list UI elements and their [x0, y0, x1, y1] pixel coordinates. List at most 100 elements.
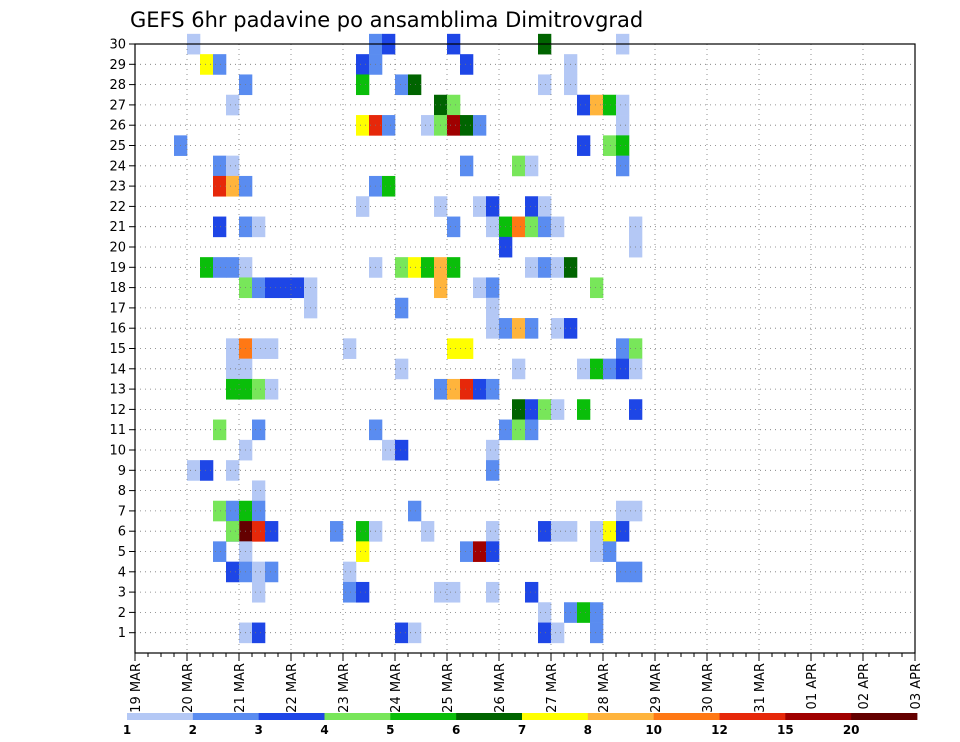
heatmap-cell [330, 521, 344, 542]
y-tick-label: 18 [109, 281, 126, 296]
heatmap-cell [447, 581, 461, 603]
heatmap-cell [278, 277, 292, 299]
y-tick-label: 20 [109, 241, 126, 256]
heatmap-cell [213, 155, 227, 177]
y-tick-label: 17 [109, 301, 126, 316]
heatmap-cell [226, 460, 240, 481]
y-tick-label: 28 [109, 78, 126, 93]
heatmap-cell [486, 439, 500, 461]
heatmap-cell [395, 297, 409, 319]
heatmap-cell [538, 602, 552, 623]
heatmap-cell [226, 500, 240, 522]
heatmap-cell [382, 175, 396, 197]
y-tick-label: 2 [118, 606, 126, 621]
heatmap-cell [538, 257, 552, 278]
heatmap-cell [460, 338, 474, 359]
heatmap-cell [408, 622, 422, 644]
heatmap-cell [486, 521, 500, 542]
x-tick-label: 24 MAR [389, 663, 404, 713]
y-tick-label: 25 [109, 139, 126, 154]
heatmap-cell [577, 135, 591, 156]
heatmap-cell [616, 155, 630, 177]
heatmap-cell [226, 521, 240, 542]
y-tick-label: 13 [109, 383, 126, 398]
heatmap-cell [252, 419, 266, 441]
heatmap-cell [421, 521, 435, 542]
heatmap-cell [616, 521, 630, 542]
heatmap-cell [590, 277, 604, 299]
heatmap-cell [226, 257, 240, 278]
heatmap-cell [356, 74, 370, 96]
y-tick-label: 21 [109, 220, 126, 235]
heatmap-cell [265, 338, 279, 359]
heatmap-cell [382, 115, 396, 136]
heatmap-cell [616, 338, 630, 359]
heatmap-cell [486, 460, 500, 481]
legend-tick-label: 2 [189, 723, 197, 737]
heatmap-cell [252, 622, 266, 644]
heatmap-cell [486, 216, 500, 238]
heatmap-cell [252, 378, 266, 400]
heatmap-cell [538, 622, 552, 644]
heatmap-cell [226, 358, 240, 380]
legend-tick-label: 12 [711, 723, 728, 737]
heatmap-cell [551, 216, 565, 238]
heatmap-cell [525, 216, 539, 238]
legend-swatch [653, 713, 720, 720]
legend-swatch [324, 713, 391, 720]
legend-tick-label: 5 [386, 723, 394, 737]
heatmap-cell [252, 581, 266, 603]
y-tick-label: 3 [118, 586, 126, 601]
heatmap-cell [486, 196, 500, 217]
legend-swatch [719, 713, 786, 720]
heatmap-cell [265, 561, 279, 583]
legend-tick-label: 10 [645, 723, 662, 737]
heatmap-cells [174, 33, 643, 644]
y-tick-label: 16 [109, 322, 126, 337]
heatmap-cell [395, 358, 409, 380]
x-tick-label: 31 MAR [753, 663, 768, 713]
legend-tick-label: 15 [777, 723, 794, 737]
heatmap-cell [603, 94, 617, 116]
heatmap-cell [551, 399, 565, 420]
x-axis-ticks: 19 MAR 20 MAR 21 MAR 22 MAR 23 MAR 24 MAR 25 M… [129, 653, 924, 713]
legend-tick-label: 1 [123, 723, 131, 737]
y-tick-label: 11 [109, 423, 126, 438]
heatmap-cell [577, 602, 591, 623]
y-tick-label: 9 [118, 464, 126, 479]
y-tick-label: 19 [109, 261, 126, 276]
heatmap-cell [590, 622, 604, 644]
heatmap-cell [356, 581, 370, 603]
heatmap-cell [421, 115, 435, 136]
heatmap-cell [356, 54, 370, 75]
heatmap-cell [512, 216, 526, 238]
heatmap-cell [486, 277, 500, 299]
y-tick-label: 22 [109, 200, 126, 215]
color-legend: 1 2 3 4 5 6 7 8 10 12 15 20 [123, 713, 918, 737]
heatmap-cell [447, 257, 461, 278]
heatmap-cell [265, 521, 279, 542]
heatmap-cell [252, 561, 266, 583]
heatmap-cell [590, 541, 604, 562]
x-tick-label: 20 MAR [181, 663, 196, 713]
heatmap-cell [603, 521, 617, 542]
heatmap-cell [512, 155, 526, 177]
heatmap-cell [213, 500, 227, 522]
heatmap-cell [486, 378, 500, 400]
heatmap-cell [460, 115, 474, 136]
heatmap-cell [525, 318, 539, 339]
heatmap-cell [356, 541, 370, 562]
y-tick-label: 23 [109, 180, 126, 195]
y-tick-label: 1 [118, 626, 126, 641]
heatmap-cell [343, 338, 357, 359]
x-tick-label: 22 MAR [285, 663, 300, 713]
heatmap-cell [343, 561, 357, 583]
x-tick-label: 29 MAR [649, 663, 664, 713]
heatmap-cell [603, 135, 617, 156]
y-tick-label: 7 [118, 504, 126, 519]
heatmap-cell [473, 196, 487, 217]
x-tick-label: 28 MAR [597, 663, 612, 713]
y-tick-label: 8 [118, 484, 126, 499]
heatmap-cell [525, 257, 539, 278]
